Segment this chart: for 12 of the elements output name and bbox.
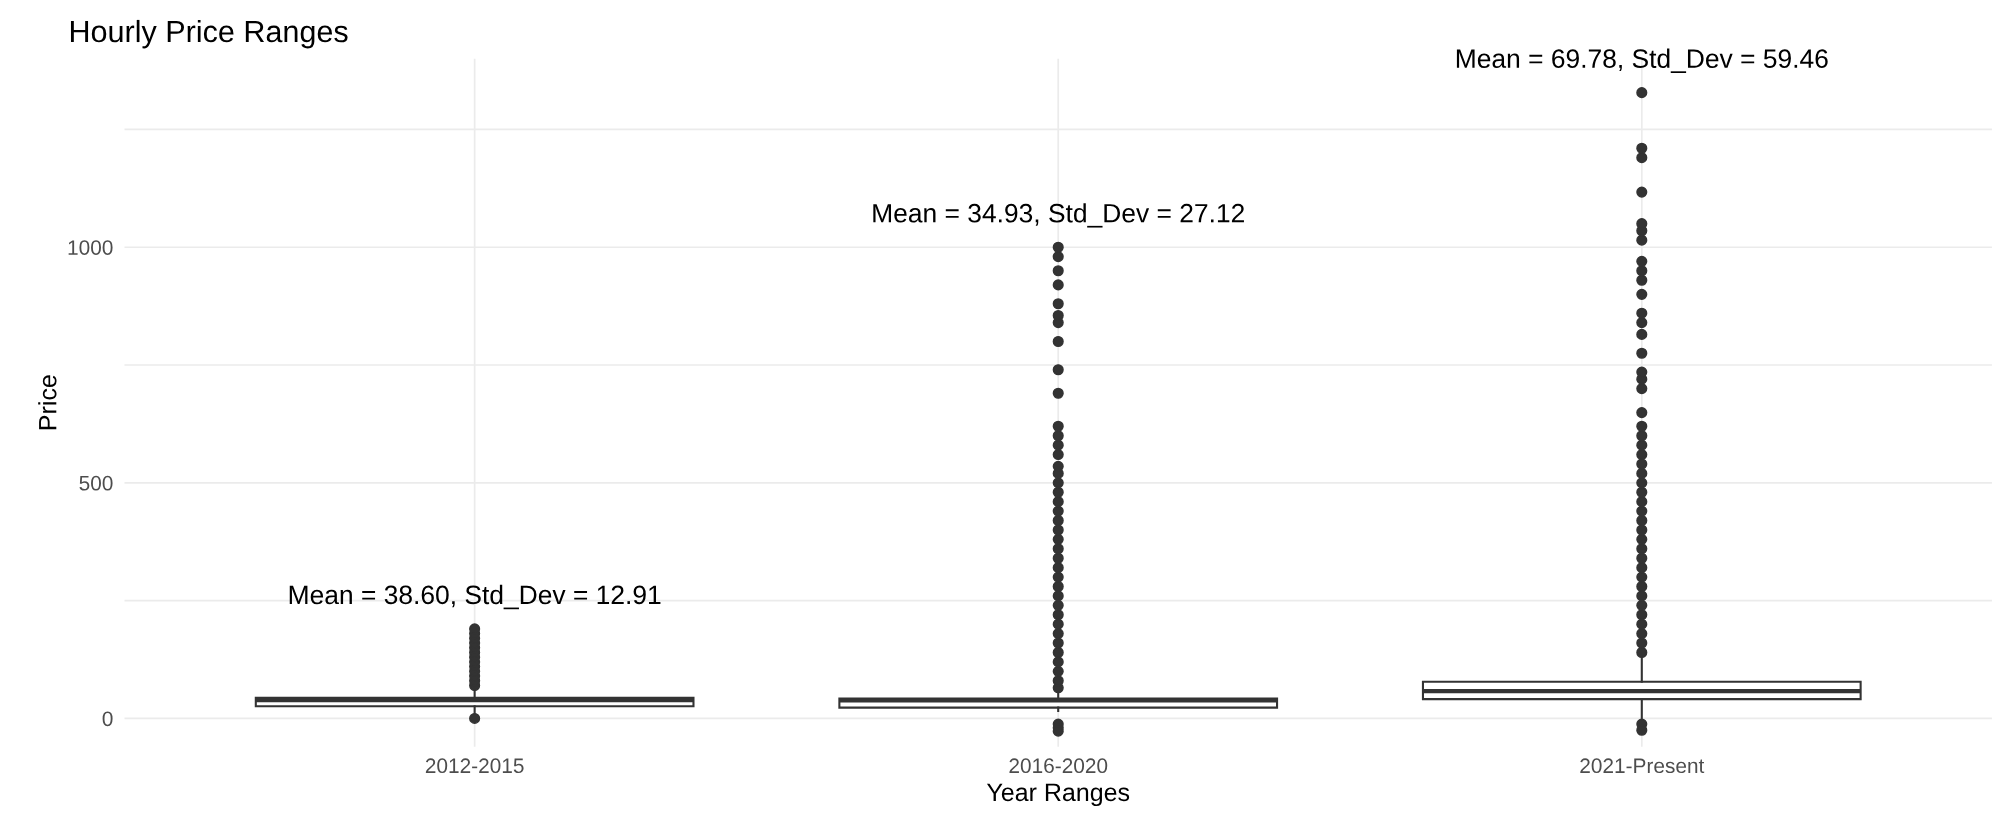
annotation: Mean = 38.60, Std_Dev = 12.91 (289, 584, 661, 610)
y-tick-label: 500 (79, 475, 113, 491)
annotation: Mean = 69.78, Std_Dev = 59.46 (1456, 48, 1828, 73)
x-axis-title: Year Ranges (986, 783, 1130, 807)
y-axis-title: Price (38, 375, 57, 430)
annotation: Mean = 34.93, Std_Dev = 27.12 (873, 203, 1244, 228)
x-tick-label: 2016-2020 (1009, 758, 1108, 774)
x-tick-label: 2021-Present (1580, 758, 1705, 774)
chart-title: Hourly Price Ranges (70, 19, 348, 49)
y-tick-label: 0 (102, 711, 113, 727)
y-tick-label: 1000 (68, 240, 113, 255)
x-tick-label: 2012-2015 (425, 758, 524, 774)
